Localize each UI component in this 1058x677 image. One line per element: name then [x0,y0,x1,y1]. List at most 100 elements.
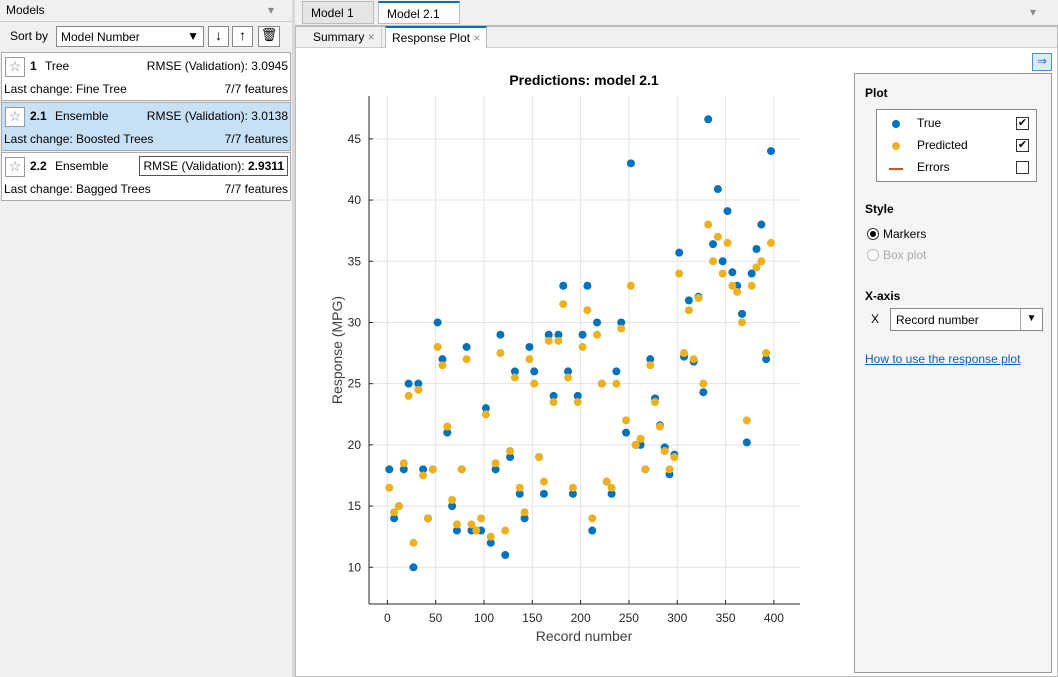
point [394,502,403,511]
point [622,428,631,437]
checkbox[interactable] [1016,161,1029,174]
point [612,379,621,388]
legend-marker [889,168,903,170]
point [607,489,616,498]
point [713,232,722,241]
point [486,538,495,547]
favorite-star[interactable]: ☆ [5,157,25,177]
point [428,465,437,474]
tab-active[interactable]: Model 2.1 [378,1,460,24]
y-tick-label: 20 [348,438,362,452]
tab-label: Model 2.1 [387,7,440,21]
point [568,483,577,492]
point [481,404,490,413]
subtab[interactable]: Summary × [307,27,382,48]
point [626,159,635,168]
x-tick-label: 200 [571,611,591,625]
point [404,391,413,400]
point [409,538,418,547]
favorite-star[interactable]: ☆ [5,107,25,127]
point [457,465,466,474]
point [573,391,582,400]
point [462,355,471,364]
point [539,477,548,486]
model-card[interactable]: ☆ 1 Tree RMSE (Validation): 3.0945 Last chan… [1,52,291,101]
point [651,398,660,407]
sort-asc-button[interactable]: ↑ [232,26,253,47]
point [704,220,713,229]
point [767,147,776,156]
point [496,330,505,339]
y-tick-label: 40 [348,193,362,207]
radio-markers[interactable] [867,228,879,240]
checkbox[interactable]: ✔ [1016,117,1029,130]
subtab-active[interactable]: Response Plot × [385,26,488,48]
point [742,416,751,425]
metric-value: 3.0138 [251,109,288,123]
point [742,438,751,447]
hide-panel-button[interactable]: ⇒ [1032,53,1052,71]
chart-title: Predictions: model 2.1 [509,72,659,88]
point [530,367,539,376]
style-heading: Style [865,202,894,216]
point [472,526,481,535]
x-tick-label: 150 [522,611,542,625]
style-option: Box plot [883,248,927,262]
point [452,520,461,529]
tab-label: Model 1 [311,6,354,20]
point [684,306,693,315]
x-tick-label: 100 [474,611,494,625]
style-option: Markers [883,227,927,241]
point [757,257,766,266]
xaxis-value: Record number [896,313,979,327]
point [762,355,771,364]
sort-desc-button[interactable]: ↓ [208,26,229,47]
point [588,514,597,523]
point [549,391,558,400]
point [588,526,597,535]
radio-box-plot [867,249,879,261]
xaxis-dropdown[interactable]: Record number ▼ [890,308,1043,331]
legend-label: Predicted [917,138,968,152]
delete-button[interactable]: 🗑 [258,26,280,47]
point [423,514,432,523]
point [462,342,471,351]
point [752,245,761,254]
tab[interactable]: Model 1 [302,1,374,24]
point [675,269,684,278]
point [559,300,568,309]
point [694,293,703,302]
models-header: Models ▾ [0,0,292,22]
favorite-star[interactable]: ☆ [5,57,25,77]
sort-dropdown[interactable]: Model Number ▼ [56,26,204,47]
options-panel: Plot True ✔ Predicted ✔ Errors Style Markers… [854,73,1052,673]
point [689,355,698,364]
model-card[interactable]: ☆ 2.1 Ensemble RMSE (Validation): 3.0138 Las… [1,102,291,151]
point [617,318,626,327]
point [733,287,742,296]
point [568,489,577,498]
point [728,268,737,277]
collapse-icon[interactable]: ▾ [268,3,275,17]
point [467,520,476,529]
point [390,514,399,523]
point [477,514,486,523]
x-tick-label: 0 [384,611,391,625]
point [622,416,631,425]
tab-menu[interactable]: ▾ [1030,5,1037,19]
point [438,355,447,364]
features: 7/7 features [224,132,288,146]
dropdown-arrow: ▼ [187,29,199,43]
point [385,483,394,492]
point [713,185,722,194]
point [535,453,544,462]
checkbox[interactable]: ✔ [1016,139,1029,152]
last-change: Last change: Bagged Trees [4,182,151,196]
model-card[interactable]: ☆ 2.2 Ensemble RMSE (Validation): 2.9311 Las… [1,152,291,201]
help-link[interactable]: How to use the response plot [865,352,1021,366]
point [525,342,534,351]
x-tick-label: 250 [619,611,639,625]
point [680,349,689,358]
metric: RMSE (Validation): 2.9311 [139,156,288,176]
sort-row: Sort by [0,22,292,51]
